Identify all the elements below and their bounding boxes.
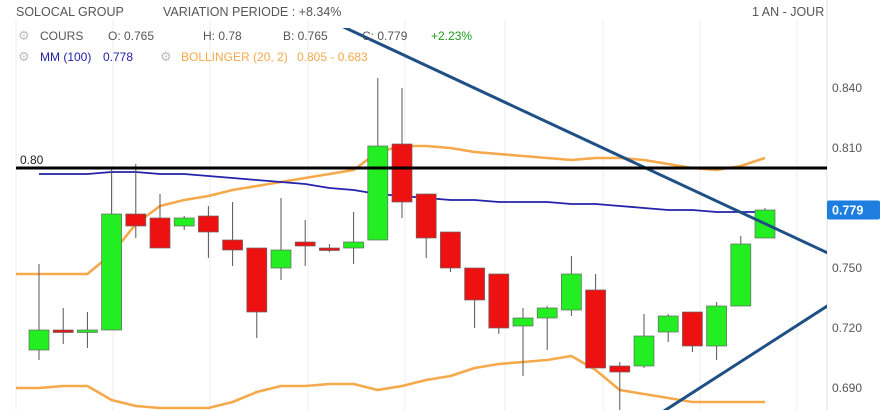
bollinger-values: 0.805 - 0.683 — [297, 50, 368, 64]
y-tick-label: 0.690 — [832, 381, 862, 395]
open-value: O: 0.765 — [108, 29, 154, 43]
candle — [464, 267, 485, 328]
close-value: C: 0.779 — [362, 29, 408, 43]
moving-average-value: 0.778 — [103, 50, 133, 64]
candle — [294, 220, 316, 266]
upward-trendline — [662, 304, 827, 410]
candle — [343, 212, 364, 264]
candle-body — [319, 247, 340, 251]
candle-body — [536, 307, 558, 319]
candle — [246, 247, 268, 338]
candle — [536, 306, 558, 350]
bollinger-lower-band — [16, 354, 765, 410]
candle-body — [657, 315, 679, 333]
candle-body — [343, 241, 364, 249]
candle — [125, 164, 147, 238]
instrument-title: SOLOCAL GROUP — [16, 5, 124, 19]
period-variation: VARIATION PERIODE : +8.34% — [163, 5, 341, 19]
candle-body — [440, 231, 461, 269]
candle — [319, 244, 340, 252]
gear-icon[interactable]: ⚙ — [18, 29, 30, 44]
candle-body — [730, 243, 752, 307]
cours-label: COURS — [40, 29, 83, 43]
candle-body — [52, 329, 74, 333]
candle-body — [149, 217, 171, 249]
candle-body — [28, 329, 50, 351]
gear-icon[interactable]: ⚙ — [18, 50, 30, 65]
bollinger-upper-band — [16, 144, 766, 276]
y-tick-label: 0.720 — [832, 321, 862, 335]
candle — [52, 308, 74, 344]
candle — [28, 264, 50, 360]
candle-body — [706, 305, 727, 347]
resistance-level-label: 0.80 — [20, 153, 44, 167]
candle — [609, 362, 631, 410]
y-tick-label: 0.840 — [832, 81, 862, 95]
change-percent: +2.23% — [431, 29, 472, 43]
candle — [101, 168, 122, 331]
candle — [561, 256, 582, 316]
candle-body — [561, 273, 582, 311]
candle — [488, 273, 510, 334]
candle-body — [609, 365, 631, 373]
candle — [149, 194, 171, 249]
candle — [440, 231, 461, 272]
candle — [512, 308, 534, 376]
period-selector[interactable]: 1 AN - JOUR — [752, 5, 824, 19]
low-value: B: 0.765 — [283, 29, 328, 43]
candle-body — [270, 249, 292, 269]
gear-icon[interactable]: ⚙ — [160, 50, 172, 65]
moving-average-label: MM (100) — [40, 50, 91, 64]
downward-trendline — [342, 28, 827, 255]
candle — [633, 314, 655, 368]
candle-body — [173, 217, 195, 227]
candle-body — [294, 241, 316, 247]
candle-body — [198, 215, 219, 233]
y-tick-label: 0.810 — [832, 141, 862, 155]
candle — [173, 216, 195, 230]
candle — [367, 78, 389, 241]
candle — [682, 311, 703, 352]
candle — [270, 198, 292, 280]
candles — [28, 78, 776, 410]
candle — [730, 236, 752, 307]
candle-body — [415, 193, 437, 239]
vertical-gridlines — [15, 20, 798, 410]
candle — [415, 193, 437, 258]
candle — [585, 274, 606, 369]
current-price-label: 0.779 — [832, 204, 863, 218]
high-value: H: 0.78 — [203, 29, 242, 43]
candle — [198, 206, 219, 258]
candle-body — [101, 213, 122, 331]
candle — [657, 314, 679, 342]
candle-body — [585, 289, 606, 369]
candle — [391, 88, 413, 218]
candle-body — [367, 145, 389, 241]
candle — [222, 202, 243, 266]
current-price-badge: 0.779 — [827, 200, 880, 220]
candle-body — [682, 311, 703, 347]
y-tick-label: 0.750 — [832, 261, 862, 275]
candle-body — [391, 143, 413, 203]
candle-body — [125, 213, 147, 227]
bollinger-label: BOLLINGER (20, 2) — [181, 50, 288, 64]
candle-body — [488, 273, 510, 329]
candle-body — [77, 329, 98, 333]
candle-body — [633, 335, 655, 367]
candle-body — [222, 239, 243, 251]
candle — [706, 302, 727, 360]
candle-body — [464, 267, 485, 301]
candle — [77, 312, 98, 348]
candle-body — [246, 247, 268, 313]
candle-body — [512, 317, 534, 327]
